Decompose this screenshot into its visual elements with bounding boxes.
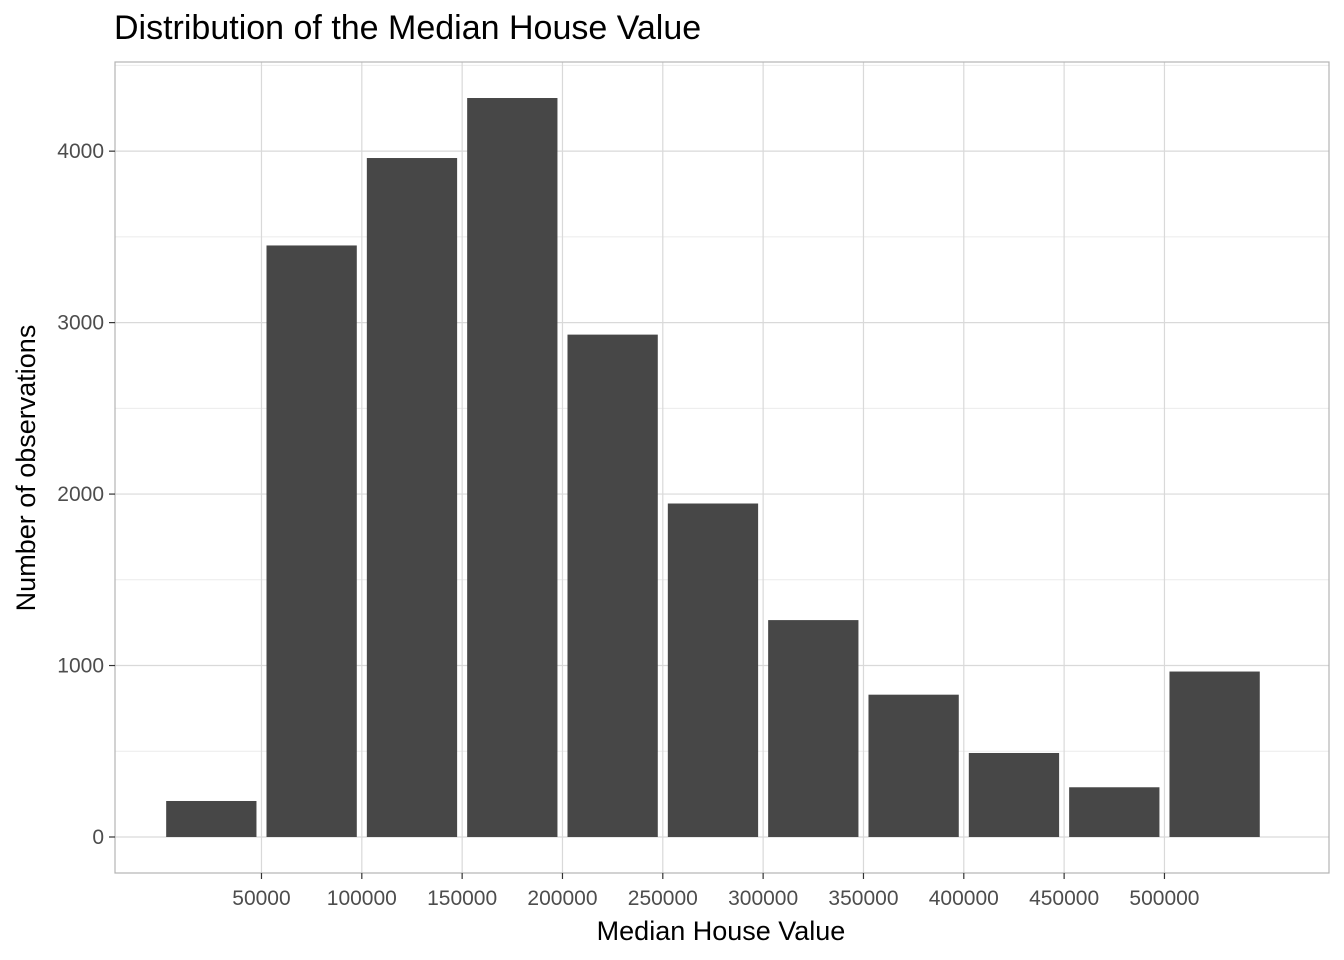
- histogram-bar: [1169, 671, 1260, 837]
- histogram-bar: [266, 245, 357, 837]
- histogram-bar: [868, 694, 959, 837]
- histogram-bar: [467, 98, 558, 837]
- histogram-bar: [366, 158, 458, 837]
- y-tick-label: 1000: [57, 655, 104, 678]
- x-tick-label: 500000: [1129, 887, 1199, 910]
- x-tick-label: 200000: [527, 887, 597, 910]
- y-tick-label: 2000: [57, 483, 104, 506]
- y-tick-label: 3000: [57, 312, 104, 335]
- histogram-bar: [768, 620, 859, 837]
- histogram-bar: [166, 800, 257, 837]
- y-tick-label: 4000: [57, 140, 104, 163]
- y-axis-title: Number of observations: [11, 325, 41, 612]
- x-tick-label: 350000: [828, 887, 898, 910]
- panel-border: [114, 61, 1330, 874]
- x-tick-label: 400000: [929, 887, 999, 910]
- histogram-bar: [567, 334, 658, 837]
- x-axis-title: Median House Value: [597, 916, 846, 946]
- x-tick-label: 150000: [427, 887, 497, 910]
- x-tick-label: 450000: [1029, 887, 1099, 910]
- histogram-bar: [968, 752, 1060, 837]
- x-tick-label: 50000: [232, 887, 290, 910]
- y-axis-ticks: 0 1000 2000 3000 4000: [57, 140, 115, 849]
- x-axis-ticks: 50000 100000 150000 200000 250000 300000 35000…: [232, 873, 1199, 910]
- x-tick-label: 300000: [728, 887, 798, 910]
- x-tick-label: 250000: [628, 887, 698, 910]
- bars: [166, 98, 1260, 837]
- histogram-bar: [1069, 787, 1160, 837]
- y-tick-label: 0: [92, 826, 104, 849]
- histogram-bar: [667, 503, 759, 837]
- chart-title: Distribution of the Median House Value: [114, 9, 701, 47]
- x-tick-label: 100000: [327, 887, 397, 910]
